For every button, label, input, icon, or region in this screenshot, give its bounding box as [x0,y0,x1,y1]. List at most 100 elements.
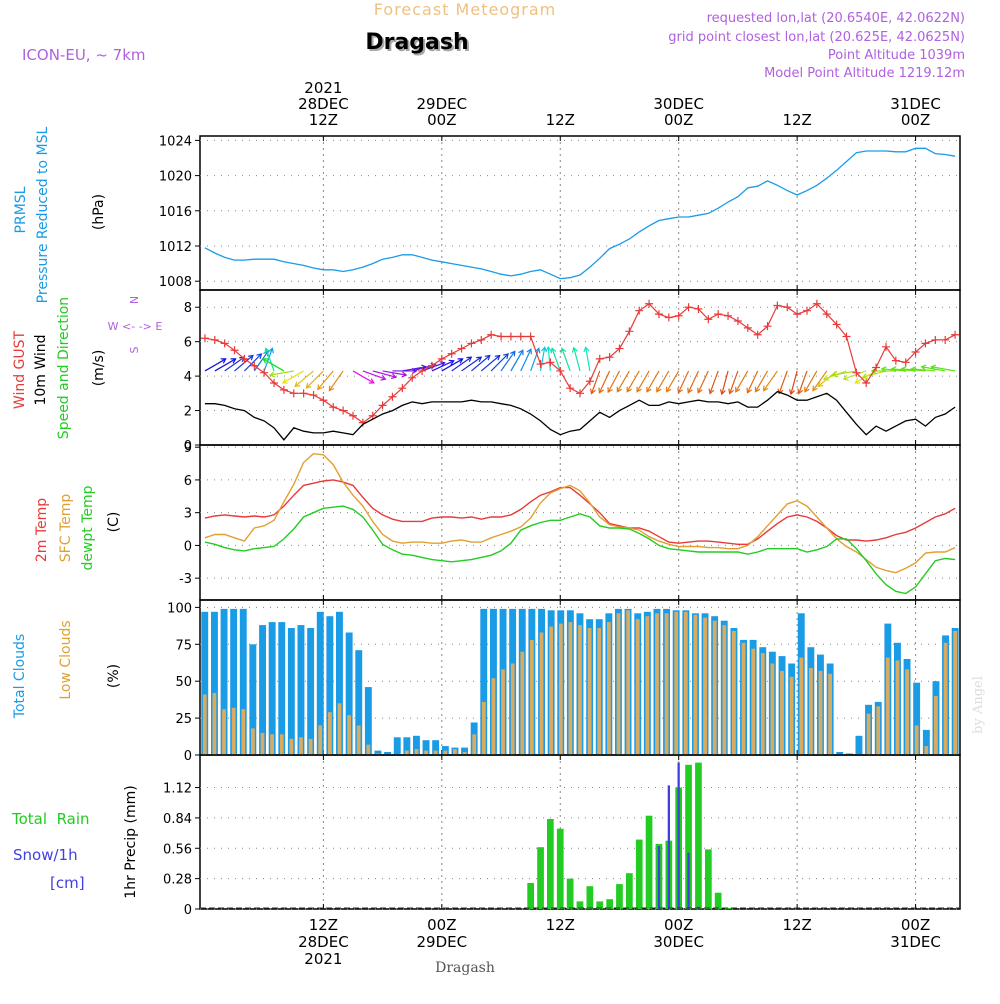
wind-arrow [305,370,324,389]
wind-arrow [812,370,828,391]
low-cloud-bar [260,732,265,755]
wind-arrow-head [636,386,642,393]
rain-bar [626,873,633,909]
top-time-label: 28DEC [298,95,349,113]
low-clouds-label: Low Clouds [58,620,74,699]
wind-arrow-head [646,386,652,393]
gust-marker [773,301,782,310]
gust-marker [339,406,348,415]
gust-marker [625,327,634,336]
top-time-label: 12Z [309,111,338,129]
wind-arrow [263,348,273,372]
gust-marker [576,389,584,398]
low-cloud-bar [655,613,659,755]
gust-marker [842,332,851,341]
gust-marker [210,335,219,344]
rain-bar [616,884,623,909]
precip-panel: 0 0.28 0.56 0.84 1.12 [163,754,961,918]
low-cloud-bar [404,750,409,755]
rain-bar [537,847,544,909]
y-tick-label: 25 [175,712,192,727]
rain-bar [606,899,613,909]
low-cloud-bar [299,737,303,755]
rain-bar [596,901,604,909]
y-tick-label: 50 [175,675,192,690]
wind-arrow [843,370,867,380]
y-tick-label: 1016 [159,205,192,220]
wind-arrow [362,370,386,380]
bottom-time-label: 2021 [304,950,342,968]
wind-arrow [500,350,516,372]
total-cloud-bar [393,737,401,755]
wind-arrow-head [230,358,237,364]
y-tick-label: 1024 [159,134,192,149]
compass-s: S [128,346,141,353]
wind-arrow-head [616,386,622,393]
wind-arrow [746,370,759,393]
wind-arrow-head [728,388,734,395]
bottom-time-label: 00Z [427,916,456,934]
wind-arrow [282,370,304,384]
low-cloud-bar [809,667,813,755]
gust-marker [230,346,239,355]
total-cloud-bar [230,608,238,755]
gust-marker [812,299,821,308]
panel-frame [199,135,961,291]
prmsl-line [204,147,956,280]
point-altitude: Point Altitude 1039m [828,48,965,63]
low-cloud-bar [607,622,611,755]
wind-arrow-head [854,378,861,384]
wind-arrow-head [842,374,849,381]
temp-unit: (C) [106,512,122,533]
wind-arrow-head [380,374,387,381]
low-cloud-bar [443,750,448,755]
wind-arrow-head [708,388,715,395]
top-time-label: 12Z [546,111,575,129]
wind-arrow-head [797,388,804,395]
gust-marker [526,332,535,341]
low-cloud-bar [202,694,207,755]
gust-marker [427,361,436,370]
low-cloud-bar [616,613,621,755]
low-cloud-bar [664,613,669,755]
low-cloud-bar [289,738,294,755]
wind-arrow [817,370,838,387]
gust-marker [605,353,614,362]
top-time-label: 31DEC [890,95,941,113]
low-cloud-bar [558,623,563,755]
wind-arrow-head [831,371,838,378]
gust-marker [674,311,683,320]
low-cloud-bar [587,628,592,755]
gust-marker [240,354,249,363]
temp-dewpt-line [204,505,956,595]
y-tick-label: 0.28 [163,873,192,888]
wind-arrow [687,370,699,393]
low-cloud-bar [741,642,746,755]
rain-bar [566,878,574,909]
snow-unit-label: [cm] [50,874,85,892]
wind-arrow [490,353,509,372]
rain-bar [547,819,554,909]
wind-arrow [755,370,769,393]
low-cloud-bar [433,750,438,755]
location-title-front: Dragash [365,30,468,55]
gust-marker [872,363,881,372]
temperature-panel: -3 0 3 6 9 [179,441,961,601]
low-cloud-bar [568,622,573,755]
total-cloud-bar [922,729,930,755]
y-tick-label: 6 [184,336,192,351]
rain-bar [705,849,712,909]
panel-frame [199,754,961,910]
wind-arrow-head [503,353,509,359]
wind-arrow-head [401,371,408,378]
gust-marker [506,332,515,341]
low-cloud-bar [308,738,313,755]
total-cloud-bar [211,611,218,755]
gust-marker [743,323,752,332]
y-tick-label: 0.56 [163,842,192,857]
gust-marker [319,396,328,405]
credit: by Angel [971,676,986,734]
wind-arrow [697,370,709,393]
rain-bar [645,815,653,909]
wind-arrow-head [262,358,269,364]
